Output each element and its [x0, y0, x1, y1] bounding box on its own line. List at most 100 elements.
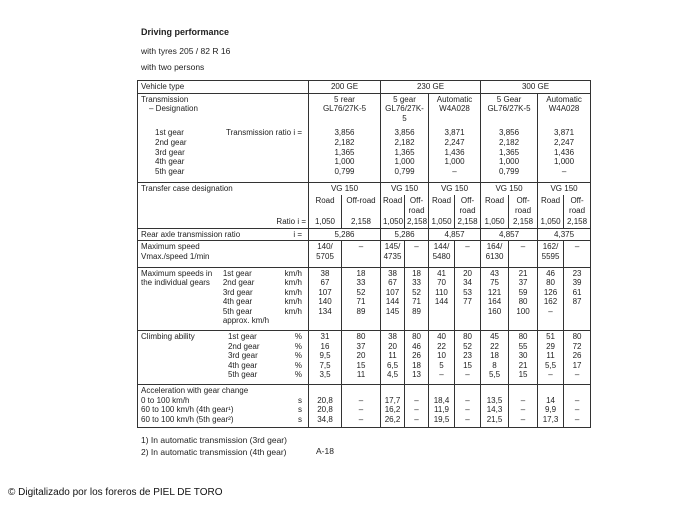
cell-value: 72	[572, 341, 582, 351]
table-cell: 5 rear GL76/27K-5	[307, 92, 382, 125]
label-group: 60 to 100 km/h (5th gear²) s	[141, 415, 306, 425]
table-cell: 5 Gear GL76/27K-5	[480, 92, 539, 125]
gear-label: 5th gear	[222, 306, 253, 316]
cell-value: 16,2	[384, 405, 401, 415]
table-cell: – – –	[454, 384, 482, 428]
table-cell: 80 52 23 15–	[454, 330, 482, 385]
cell-value: –	[520, 395, 526, 405]
cell-value: 162	[543, 297, 558, 307]
table-cell: Automatic W4A028	[428, 92, 482, 125]
row-label: Transfer case designation	[141, 184, 233, 194]
table-cell: 3,856 2,182 1,365 1,000 0,799	[307, 124, 382, 183]
cell-value: 38	[388, 268, 397, 278]
ratio-value: 2,182	[394, 137, 415, 147]
table-cell: – – –	[340, 384, 382, 428]
credit: © Digitalizado por los foreros de PIEL D…	[8, 487, 223, 498]
designation: VG 150	[330, 184, 359, 194]
cell-value: 107	[318, 287, 332, 297]
ratio-value: 3,871	[444, 128, 465, 138]
gear-label: 2nd gear	[155, 137, 187, 147]
subtitle: with two persons	[141, 62, 205, 72]
table-cell: 5 gear GL76/27K-5	[380, 92, 430, 125]
ratio-value: 0,799	[334, 166, 355, 176]
table-cell: Road	[480, 194, 510, 217]
table-cell: –	[404, 240, 430, 267]
table-row: 1st gear 2nd gear 3rd gear 4th gear 5th gear…	[137, 124, 592, 183]
cell-value: 9,5	[319, 351, 331, 361]
table-cell: VG 150	[380, 182, 430, 195]
cell-value: 20	[356, 351, 366, 361]
table-cell: 144/5480	[428, 240, 456, 267]
unit: km/h	[284, 287, 302, 297]
cell-value: 107	[385, 287, 400, 297]
sub-header: Road	[315, 195, 335, 205]
table-cell: 2,158	[340, 216, 382, 229]
ratio-value: 2,158	[513, 217, 534, 227]
table-cell: 18 33 52 71 89	[404, 266, 430, 331]
designation: 5 gear	[393, 94, 416, 104]
table-cell: 2,158	[454, 216, 482, 229]
table-cell: 17,7 16,2 26,2	[380, 384, 406, 428]
table-cell: 4,857	[480, 227, 539, 241]
cell-value: 33	[356, 278, 366, 288]
cell-value: –	[414, 242, 419, 252]
cell-value: 29	[546, 341, 555, 351]
column-header: 200 GE	[330, 82, 359, 91]
cell-value: 23	[463, 351, 472, 361]
cell-value: –	[548, 370, 553, 380]
cell-value: 13,5	[486, 395, 503, 405]
row-label: 60 to 100 km/h (4th gear¹)	[141, 405, 234, 415]
unit: km/h	[284, 268, 302, 278]
table-cell: 18,4 11,9 19,5	[428, 384, 456, 428]
cell-value: –	[358, 414, 364, 424]
table-cell: 1st gear 2nd gear 3rd gear 4th gear 5th gear…	[137, 124, 309, 183]
table-cell: VG 150	[480, 182, 539, 195]
cell-value: 15	[356, 360, 366, 370]
cell-value: 4,857	[444, 229, 465, 239]
row-label: Vehicle type	[141, 82, 185, 91]
cell-value: 37	[518, 278, 528, 288]
unit: %	[294, 351, 302, 361]
gear-label: 2nd gear	[227, 341, 260, 351]
designation: 5 Gear	[496, 94, 522, 104]
table-cell: 14 9,9 17,3	[537, 384, 565, 428]
cell-value: 20,8	[317, 405, 333, 415]
table-row: Road Off-road Road Off-road Road Off-road Road…	[137, 194, 592, 217]
ratio-value: 1,000	[499, 157, 520, 167]
unit: i =	[293, 229, 302, 239]
ratio-value: 1,050	[383, 217, 404, 227]
cell-value: 17,7	[384, 395, 401, 405]
table-row: Rear axle transmission ratio i = 5,286 5,28…	[137, 227, 592, 241]
table-cell: 145/4735	[380, 240, 406, 267]
cell-value: 5595	[541, 251, 560, 261]
table-cell: 1,050	[537, 216, 565, 229]
table-cell: Off-road	[508, 194, 539, 217]
table-cell: 43 75 121 164 160	[480, 266, 510, 331]
cell-value: 140	[318, 297, 332, 307]
cell-value: 21	[518, 360, 528, 370]
label-group: 1st gear 2nd gear 3rd gear 4th gear 5th gear…	[141, 125, 306, 181]
ratio-value: 1,436	[554, 147, 575, 157]
cell-value: 39	[572, 278, 582, 288]
ratio-value: 1,365	[334, 147, 355, 157]
cell-value: 7,5	[319, 360, 331, 370]
table-cell: 2,158	[404, 216, 430, 229]
gear-label: 5th gear	[227, 370, 258, 380]
table-cell: Transfer case designation	[137, 182, 309, 195]
table-cell: VG 150	[307, 182, 382, 195]
cell-value: 4,5	[386, 370, 399, 380]
ratio-value: 1,000	[334, 157, 355, 167]
cell-value: 8	[492, 360, 497, 370]
subtitle: with tyres 205 / 82 R 16	[141, 46, 231, 56]
table-cell: Maximum speed Vmax./speed 1/min	[137, 240, 309, 267]
sub-header: Off-road	[569, 195, 586, 215]
ratio-value: 2,158	[350, 217, 372, 227]
cell-value: –	[465, 405, 470, 415]
cell-value: –	[465, 414, 470, 424]
cell-value: 61	[572, 287, 582, 297]
ratio-value: 2,182	[334, 137, 355, 147]
column-header: 300 GE	[521, 82, 550, 91]
column-header: 230 GE	[416, 82, 445, 91]
unit-list: %%%%%	[295, 332, 306, 380]
table-cell: VG 150	[428, 182, 482, 195]
